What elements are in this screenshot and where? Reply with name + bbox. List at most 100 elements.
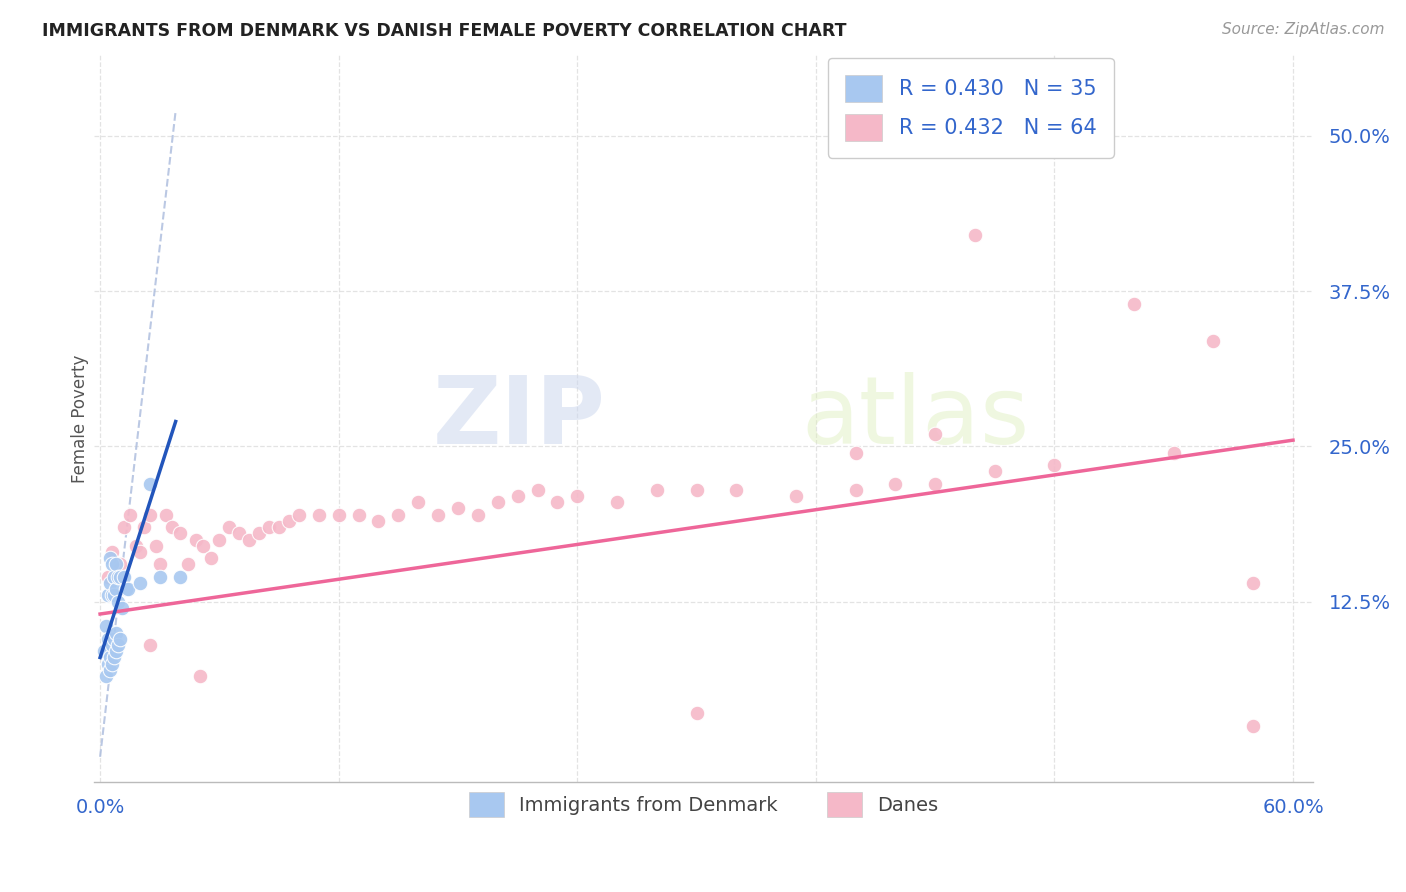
Point xyxy=(218,520,240,534)
Point xyxy=(884,476,907,491)
Point xyxy=(238,533,260,547)
Point xyxy=(139,508,162,522)
Point xyxy=(347,508,370,522)
Point xyxy=(1123,296,1146,310)
Point xyxy=(101,545,124,559)
Point xyxy=(193,539,215,553)
Point xyxy=(115,582,138,597)
Point xyxy=(785,489,807,503)
Point xyxy=(406,495,429,509)
Point xyxy=(169,526,191,541)
Point xyxy=(984,464,1007,478)
Point xyxy=(149,558,172,572)
Point xyxy=(108,570,131,584)
Point xyxy=(98,663,121,677)
Point xyxy=(155,508,177,522)
Point xyxy=(526,483,548,497)
Point xyxy=(97,632,120,646)
Point xyxy=(101,588,124,602)
Point xyxy=(1043,458,1066,472)
Point xyxy=(105,625,128,640)
Point xyxy=(247,526,270,541)
Point xyxy=(105,558,128,572)
Point xyxy=(725,483,748,497)
Point xyxy=(1163,445,1185,459)
Point xyxy=(963,228,986,243)
Point xyxy=(506,489,529,503)
Point xyxy=(645,483,668,497)
Point xyxy=(139,476,162,491)
Text: atlas: atlas xyxy=(801,373,1029,465)
Point xyxy=(94,669,117,683)
Point xyxy=(208,533,231,547)
Point xyxy=(1241,576,1264,591)
Point xyxy=(278,514,301,528)
Point xyxy=(128,576,150,591)
Point xyxy=(145,539,167,553)
Point xyxy=(328,508,350,522)
Point xyxy=(105,582,128,597)
Point xyxy=(685,706,707,721)
Point xyxy=(188,669,211,683)
Point xyxy=(606,495,628,509)
Point xyxy=(447,501,470,516)
Point xyxy=(98,576,121,591)
Text: IMMIGRANTS FROM DENMARK VS DANISH FEMALE POVERTY CORRELATION CHART: IMMIGRANTS FROM DENMARK VS DANISH FEMALE… xyxy=(42,22,846,40)
Point xyxy=(101,558,124,572)
Point xyxy=(169,570,191,584)
Point xyxy=(101,638,124,652)
Point xyxy=(94,619,117,633)
Point xyxy=(1241,719,1264,733)
Point xyxy=(107,638,129,652)
Point xyxy=(118,508,141,522)
Point xyxy=(184,533,207,547)
Point xyxy=(111,600,134,615)
Point xyxy=(108,632,131,646)
Point xyxy=(257,520,280,534)
Point xyxy=(924,426,946,441)
Point xyxy=(101,657,124,671)
Point xyxy=(685,483,707,497)
Point xyxy=(924,476,946,491)
Point xyxy=(93,644,115,658)
Point xyxy=(112,520,135,534)
Legend: Immigrants from Denmark, Danes: Immigrants from Denmark, Danes xyxy=(458,782,948,827)
Point xyxy=(200,551,222,566)
Point xyxy=(160,520,183,534)
Point xyxy=(486,495,509,509)
Text: ZIP: ZIP xyxy=(433,373,606,465)
Point xyxy=(228,526,250,541)
Point xyxy=(98,650,121,665)
Point xyxy=(128,545,150,559)
Point xyxy=(97,588,120,602)
Point xyxy=(149,570,172,584)
Point xyxy=(103,588,125,602)
Point xyxy=(112,570,135,584)
Point xyxy=(387,508,409,522)
Point xyxy=(567,489,589,503)
Point xyxy=(367,514,389,528)
Point xyxy=(467,508,489,522)
Point xyxy=(103,650,125,665)
Point xyxy=(107,570,129,584)
Point xyxy=(125,539,148,553)
Point xyxy=(107,594,129,608)
Point xyxy=(1202,334,1225,348)
Point xyxy=(427,508,450,522)
Point xyxy=(103,632,125,646)
Point xyxy=(105,570,128,584)
Point xyxy=(308,508,330,522)
Point xyxy=(103,570,125,584)
Point xyxy=(105,644,128,658)
Point xyxy=(176,558,198,572)
Point xyxy=(97,657,120,671)
Point xyxy=(845,445,868,459)
Point xyxy=(267,520,290,534)
Text: Source: ZipAtlas.com: Source: ZipAtlas.com xyxy=(1222,22,1385,37)
Point xyxy=(98,551,121,566)
Point xyxy=(97,570,120,584)
Point xyxy=(845,483,868,497)
Point xyxy=(117,582,139,597)
Point xyxy=(288,508,311,522)
Point xyxy=(132,520,155,534)
